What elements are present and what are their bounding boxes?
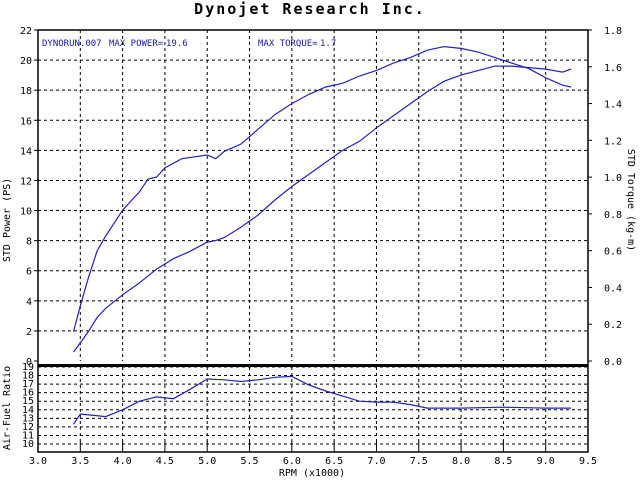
afr-tick-label: 15: [22, 396, 34, 407]
grid: [34, 29, 592, 452]
curves: [72, 45, 572, 425]
torque-tick-label: 1.2: [604, 136, 622, 147]
x-tick-label: 8.5: [494, 456, 512, 467]
afr-tick-label: 18: [22, 371, 34, 382]
power-tick-label: 10: [20, 207, 32, 218]
afr-tick-label: 14: [22, 405, 34, 416]
afr-curve: [73, 375, 572, 425]
afr-tick-label: 12: [22, 422, 34, 433]
afr-tick-label: 19: [22, 362, 34, 373]
x-tick-label: 4.0: [114, 456, 132, 467]
power-tick-label: 0: [26, 357, 32, 368]
power-curve: [73, 65, 572, 353]
afr-tick-label: 13: [22, 413, 34, 424]
x-tick-label: 3.5: [71, 456, 89, 467]
power-tick-label: 8: [26, 237, 32, 248]
x-tick-label: 7.0: [367, 456, 385, 467]
torque-tick-label: 0.6: [604, 247, 622, 258]
power-tick-label: 2: [26, 327, 32, 338]
power-tick-label: 6: [26, 267, 32, 278]
x-tick-label: 9.5: [579, 456, 597, 467]
power-tick-label: 22: [20, 26, 32, 37]
power-axis-label: STD Power (PS): [2, 178, 13, 262]
torque-tick-label: 1.8: [604, 26, 622, 37]
afr-tick-label: 11: [22, 430, 34, 441]
plot-divider: [38, 364, 588, 367]
torque-tick-label: 0.2: [604, 320, 622, 331]
x-tick-label: 5.5: [241, 456, 259, 467]
tick-labels: 3.0 3.5 4.0 4.5 5.0 5.5 6.0 6.5 7.0 7.5 8.0 8.5 9.0 9…: [20, 26, 622, 467]
afr-tick-label: 10: [22, 439, 34, 450]
rpm-axis-label: RPM (x1000): [279, 468, 345, 479]
x-tick-label: 9.0: [537, 456, 555, 467]
torque-axis-label: STD Torque (kg-m): [625, 149, 636, 251]
max-power-value: 19.6: [166, 39, 188, 49]
max-torque-value: 1.7: [320, 39, 336, 49]
plot-frame: [37, 29, 589, 453]
torque-tick-label: 1.4: [604, 100, 622, 111]
torque-curve: [72, 45, 572, 332]
torque-tick-label: 0.4: [604, 283, 622, 294]
max-power-label: MAX POWER=: [109, 39, 164, 49]
power-tick-label: 18: [20, 86, 32, 97]
x-tick-label: 6.0: [283, 456, 301, 467]
max-torque-label: MAX TORQUE=: [258, 39, 318, 49]
x-tick-label: 8.0: [452, 456, 470, 467]
chart-title: Dynojet Research Inc.: [194, 0, 426, 18]
afr-tick-label: 16: [22, 388, 34, 399]
x-tick-label: 3.0: [29, 456, 47, 467]
torque-tick-label: 1.0: [604, 173, 622, 184]
run-label: DYNORUN.007: [42, 39, 102, 49]
power-tick-label: 14: [20, 146, 32, 157]
x-tick-label: 5.0: [198, 456, 216, 467]
torque-tick-label: 0.0: [604, 357, 622, 368]
x-tick-label: 6.5: [325, 456, 343, 467]
power-tick-label: 12: [20, 176, 32, 187]
torque-tick-label: 1.6: [604, 63, 622, 74]
x-tick-label: 4.5: [156, 456, 174, 467]
torque-tick-label: 0.8: [604, 210, 622, 221]
power-tick-label: 20: [20, 56, 32, 67]
power-tick-label: 4: [26, 297, 32, 308]
x-tick-label: 7.5: [410, 456, 428, 467]
afr-tick-label: 17: [22, 379, 34, 390]
afr-axis-label: Air-Fuel Ratio: [2, 366, 13, 450]
power-tick-label: 16: [20, 116, 32, 127]
